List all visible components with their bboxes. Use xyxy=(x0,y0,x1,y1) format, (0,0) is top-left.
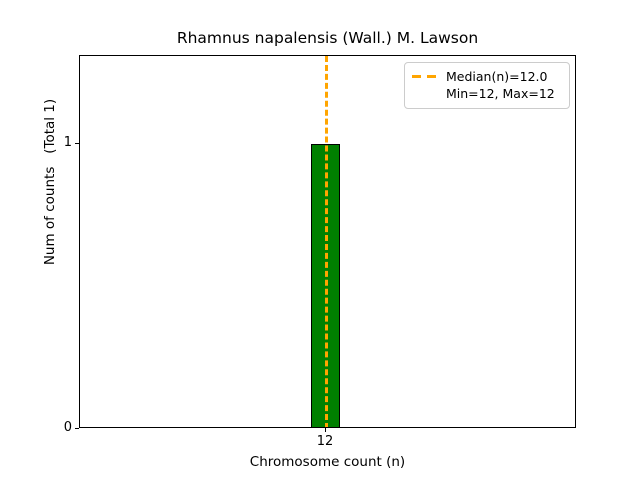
ytick-label-0: 0 xyxy=(63,420,72,435)
legend[interactable]: Median(n)=12.0 Min=12, Max=12 xyxy=(404,62,570,109)
legend-entry-median: Median(n)=12.0 xyxy=(412,68,562,85)
chart-title: Rhamnus napalensis (Wall.) M. Lawson xyxy=(176,29,479,47)
ytick-mark-1 xyxy=(75,143,79,144)
xtick-mark-12 xyxy=(325,428,326,432)
xtick-label-12: 12 xyxy=(316,434,334,449)
y-axis-label: Num of counts (Total 1) xyxy=(41,98,58,266)
legend-entry-minmax: Min=12, Max=12 xyxy=(412,85,562,102)
ytick-label-1: 1 xyxy=(63,135,72,150)
ytick-mark-0 xyxy=(75,428,79,429)
plot-area xyxy=(79,55,576,428)
y-axis-label-wrapper: Num of counts (Total 1) xyxy=(30,0,70,382)
median-line xyxy=(325,56,328,427)
x-axis-label: Chromosome count (n) xyxy=(249,454,406,470)
legend-label-minmax: Min=12, Max=12 xyxy=(446,86,555,101)
dashed-line-icon xyxy=(412,70,438,83)
legend-label-median: Median(n)=12.0 xyxy=(446,69,548,84)
